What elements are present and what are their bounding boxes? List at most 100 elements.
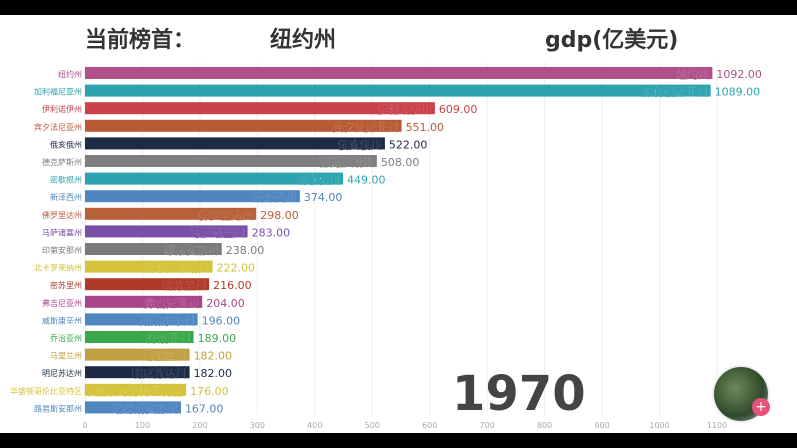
bar-inner-label: 纽约州 xyxy=(676,67,709,81)
bar xyxy=(85,331,194,343)
bar-inner-label: 华盛顿哥伦比亚特区 xyxy=(84,384,183,398)
bar xyxy=(85,119,402,132)
bar xyxy=(85,348,190,361)
x-tick-label: 1000 xyxy=(649,421,669,430)
value-label: 182.00 xyxy=(194,367,233,380)
value-label: 1092.00 xyxy=(716,68,762,81)
bar xyxy=(85,295,203,308)
x-tick-label: 0 xyxy=(82,421,87,430)
bar-inner-label: 路易斯安那州 xyxy=(112,401,178,415)
category-label: 路易斯安那州 xyxy=(34,403,82,413)
category-label: 新泽西州 xyxy=(50,192,82,202)
bar-inner-label: 马萨诸塞州 xyxy=(190,225,245,239)
value-label: 189.00 xyxy=(198,332,237,345)
bar xyxy=(85,102,435,115)
bar xyxy=(85,155,377,167)
bar-inner-label: 乔治亚州 xyxy=(146,331,191,345)
category-label: 密歇根州 xyxy=(50,175,82,185)
value-label: 551.00 xyxy=(406,121,445,134)
bar-inner-label: 北卡罗来纳州 xyxy=(144,261,210,275)
leader-label: 当前榜首： xyxy=(85,28,196,53)
bar xyxy=(85,84,711,97)
x-tick-label: 100 xyxy=(135,421,150,430)
category-label: 密苏里州 xyxy=(50,280,82,290)
bar-inner-label: 密歇根州 xyxy=(296,173,340,187)
value-label: 222.00 xyxy=(217,262,256,275)
x-tick-label: 900 xyxy=(594,421,609,430)
bar xyxy=(85,260,213,273)
bar-inner-label: 弗吉尼亚州 xyxy=(144,296,199,310)
bar xyxy=(85,225,248,238)
category-label: 马里兰州 xyxy=(50,351,82,361)
x-tick-label: 400 xyxy=(307,421,322,430)
bar xyxy=(85,67,713,79)
value-label: 609.00 xyxy=(439,103,478,116)
value-label: 196.00 xyxy=(202,314,241,327)
category-label: 德克萨斯州 xyxy=(42,157,82,167)
category-label: 印第安那州 xyxy=(42,245,82,255)
bar xyxy=(85,207,257,220)
category-label: 宾夕法尼亚州 xyxy=(34,122,82,132)
category-label: 俄亥俄州 xyxy=(50,139,82,149)
bar xyxy=(85,278,210,291)
x-tick-label: 600 xyxy=(422,421,437,430)
bar-inner-label: 俄亥俄州 xyxy=(337,137,382,151)
value-label: 238.00 xyxy=(226,244,265,257)
value-label: 449.00 xyxy=(347,174,386,187)
category-label: 华盛顿哥伦比亚特区 xyxy=(10,386,82,396)
category-label: 伊利诺伊州 xyxy=(42,104,82,114)
bar-inner-label: 密苏里州 xyxy=(162,278,206,292)
leader-value: 纽约州 xyxy=(270,28,337,53)
year-label: 1970 xyxy=(452,366,586,422)
x-tick-label: 200 xyxy=(192,421,207,430)
category-label: 明尼苏达州 xyxy=(42,368,82,378)
value-label: 182.00 xyxy=(194,350,233,363)
unit-label: gdp(亿美元) xyxy=(545,28,679,53)
x-tick-label: 1100 xyxy=(707,421,727,430)
bar-inner-label: 宾夕法尼亚州 xyxy=(333,120,399,134)
bar xyxy=(85,383,187,396)
bar xyxy=(85,172,343,185)
bar xyxy=(85,366,190,379)
x-tick-label: 500 xyxy=(365,421,380,430)
bar xyxy=(85,313,198,326)
value-label: 176.00 xyxy=(190,385,229,398)
follow-plus-icon[interactable]: + xyxy=(752,398,770,416)
bar xyxy=(85,137,385,150)
bar-inner-label: 威斯康辛州 xyxy=(140,313,195,327)
value-label: 1089.00 xyxy=(715,86,761,99)
category-label: 弗吉尼亚州 xyxy=(42,298,82,308)
x-tick-label: 800 xyxy=(537,421,552,430)
value-label: 283.00 xyxy=(252,226,291,239)
bar-inner-label: 明尼苏达州 xyxy=(132,366,187,380)
value-label: 204.00 xyxy=(206,297,245,310)
x-tick-label: 700 xyxy=(480,421,495,430)
bar xyxy=(85,401,181,414)
bar xyxy=(85,190,300,203)
top-letterbox xyxy=(0,0,797,15)
category-label: 威斯康辛州 xyxy=(42,315,82,325)
value-label: 298.00 xyxy=(260,209,299,222)
bar xyxy=(85,243,222,255)
bar-inner-label: 伊利诺伊州 xyxy=(376,102,432,116)
bar-inner-label: 佛罗里达州 xyxy=(197,208,253,222)
value-label: 374.00 xyxy=(304,191,343,204)
category-label: 乔治亚州 xyxy=(50,333,82,343)
x-tick-label: 300 xyxy=(250,421,265,430)
category-label: 北卡罗来纳州 xyxy=(34,263,82,273)
bar-inner-label: 马里兰州 xyxy=(143,349,187,363)
value-label: 522.00 xyxy=(389,138,428,151)
category-label: 加利福尼亚州 xyxy=(34,87,82,97)
category-label: 纽约州 xyxy=(58,69,82,79)
value-label: 508.00 xyxy=(381,156,420,169)
bar-inner-label: 加利福尼亚州 xyxy=(641,85,708,99)
bar-inner-label: 德克萨斯州 xyxy=(318,155,374,169)
bottom-letterbox xyxy=(0,433,797,448)
bar-inner-label: 印第安那州 xyxy=(164,243,219,257)
category-label: 佛罗里达州 xyxy=(42,210,82,220)
value-label: 216.00 xyxy=(213,279,252,292)
bar-inner-label: 新泽西州 xyxy=(253,190,297,204)
category-label: 马萨诸塞州 xyxy=(42,227,82,237)
value-label: 167.00 xyxy=(185,402,224,415)
